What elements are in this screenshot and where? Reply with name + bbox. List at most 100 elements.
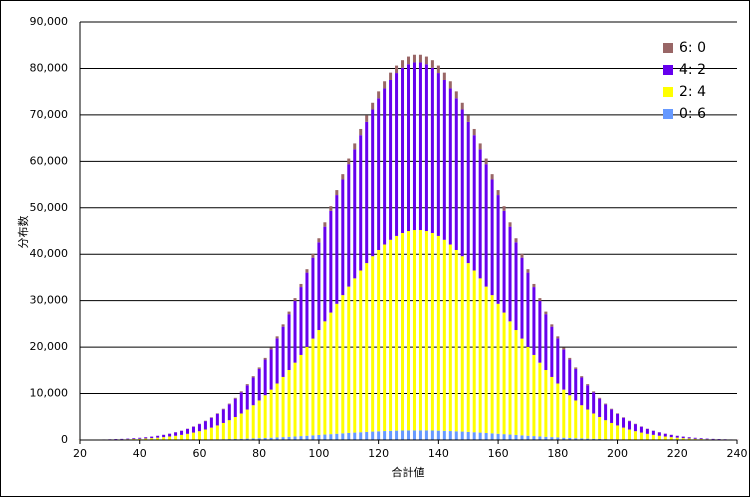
bar-segment xyxy=(639,426,643,433)
bar-segment xyxy=(669,434,673,438)
bar-segment xyxy=(454,431,458,440)
bar-segment xyxy=(526,272,530,347)
bar-segment xyxy=(323,321,327,435)
bar-segment xyxy=(239,391,243,393)
bar-segment xyxy=(627,429,631,440)
bar-segment xyxy=(592,392,596,414)
bar-segment xyxy=(598,417,602,439)
bar-segment xyxy=(448,244,452,432)
bar-segment xyxy=(478,143,482,150)
bar-segment xyxy=(574,368,578,401)
bar-segment xyxy=(132,439,136,440)
bar-segment xyxy=(281,437,285,440)
bar-segment xyxy=(472,270,476,433)
bar-segment xyxy=(418,430,422,440)
bar-segment xyxy=(586,438,590,440)
bar-segment xyxy=(520,257,524,339)
x-tick-label: 220 xyxy=(667,447,688,460)
bar-segment xyxy=(353,278,357,433)
bar-segment xyxy=(550,326,554,377)
bar-segment xyxy=(532,287,536,355)
y-tick-label: 60,000 xyxy=(30,154,69,167)
bar-segment xyxy=(341,179,345,296)
bar-segment xyxy=(424,56,428,65)
bar-segment xyxy=(490,174,494,180)
bar-segment xyxy=(293,300,297,363)
bar-segment xyxy=(580,405,584,439)
bar-segment xyxy=(263,359,267,396)
bar-segment xyxy=(263,395,267,438)
bar-segment xyxy=(263,437,267,440)
bar-segment xyxy=(245,409,249,439)
bar-segment xyxy=(550,437,554,440)
bar-segment xyxy=(568,395,572,438)
bar-segment xyxy=(663,433,667,437)
bar-segment xyxy=(209,417,213,428)
bar-segment xyxy=(472,128,476,136)
y-tick-label: 90,000 xyxy=(30,15,69,28)
bar-segment xyxy=(275,336,279,339)
bar-segment xyxy=(275,383,279,438)
bar-segment xyxy=(616,413,620,426)
bar-segment xyxy=(693,437,697,439)
bar-segment xyxy=(610,409,614,423)
bar-segment xyxy=(639,432,643,440)
y-tick-label: 10,000 xyxy=(30,387,69,400)
bar-segment xyxy=(699,439,703,440)
bar-segment xyxy=(586,409,590,439)
bar-segment xyxy=(371,102,375,110)
bar-segment xyxy=(359,128,363,136)
bar-segment xyxy=(622,427,626,440)
bar-segment xyxy=(705,438,709,440)
bar-segment xyxy=(508,434,512,440)
bar-segment xyxy=(502,434,506,440)
bar-segment xyxy=(502,210,506,313)
bar-segment xyxy=(442,430,446,440)
bar-segment xyxy=(174,432,178,436)
bar-segment xyxy=(305,272,309,347)
legend-swatch xyxy=(663,43,673,53)
bar-segment xyxy=(496,303,500,434)
bar-segment xyxy=(287,436,291,440)
bar-segment xyxy=(592,438,596,440)
bar-segment xyxy=(490,295,494,434)
bar-segment xyxy=(460,102,464,110)
bar-segment xyxy=(287,311,291,315)
bar-segment xyxy=(544,314,548,371)
bar-segment xyxy=(341,433,345,440)
bar-segment xyxy=(568,357,572,360)
bar-segment xyxy=(508,321,512,435)
legend-label: 4: 2 xyxy=(679,62,706,78)
bar-segment xyxy=(657,435,661,440)
bar-segment xyxy=(323,226,327,322)
bar-segment xyxy=(251,376,255,378)
bar-segment xyxy=(257,400,261,439)
bar-segment xyxy=(227,420,231,440)
bar-segment xyxy=(395,73,399,236)
bar-segment xyxy=(150,438,154,440)
bar-segment xyxy=(401,430,405,440)
bar-segment xyxy=(156,435,160,438)
bar-segment xyxy=(430,60,434,68)
bar-segment xyxy=(353,432,357,440)
bar-segment xyxy=(592,391,596,393)
bar-segment xyxy=(233,438,237,440)
bar-segment xyxy=(383,88,387,245)
bar-segment xyxy=(460,256,464,432)
bar-segment xyxy=(424,231,428,431)
bar-segment xyxy=(293,298,297,301)
bar-segment xyxy=(520,435,524,440)
bar-segment xyxy=(215,425,219,440)
y-tick-label: 70,000 xyxy=(30,108,69,121)
bar-segment xyxy=(353,149,357,279)
bar-segment xyxy=(502,312,506,435)
bar-segment xyxy=(407,56,410,65)
bar-segment xyxy=(263,357,267,360)
bar-segment xyxy=(269,347,273,350)
x-tick-label: 80 xyxy=(252,447,266,460)
bar-segment xyxy=(281,376,285,438)
bar-segment xyxy=(245,384,249,386)
bar-segment xyxy=(454,249,458,432)
